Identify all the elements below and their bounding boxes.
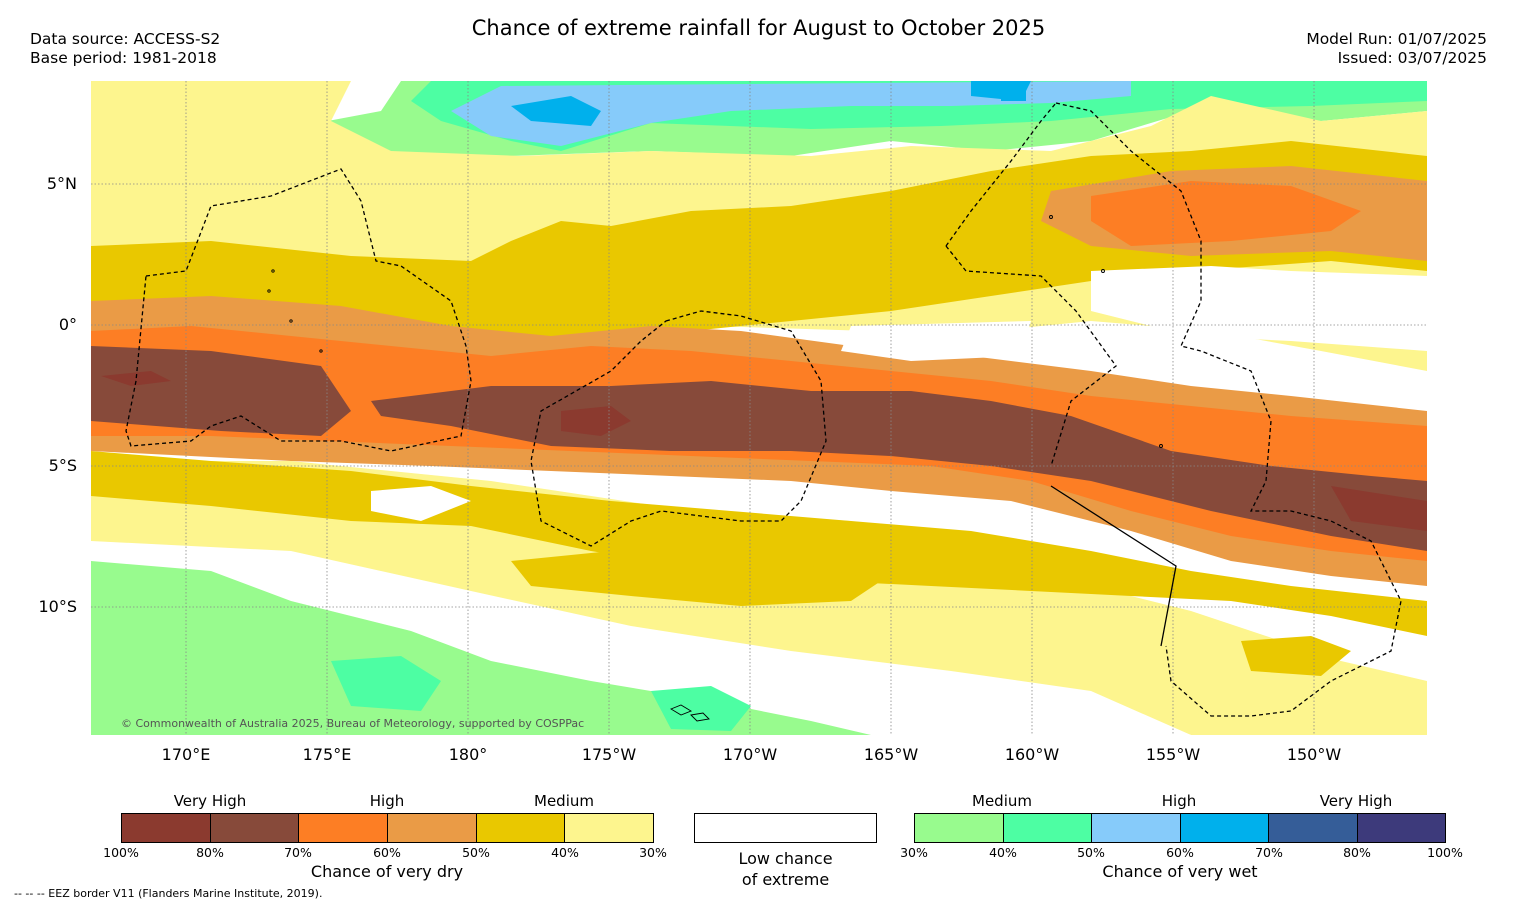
map-grid	[91, 81, 1427, 735]
dry-40-50-zone	[511, 551, 881, 606]
island-dot	[1159, 444, 1163, 448]
wet-swatch-80-100	[1357, 814, 1445, 842]
island-outlines	[267, 215, 1163, 722]
wet-tick: 60%	[1166, 845, 1194, 860]
eez-border-tokelau-phoenix	[530, 310, 827, 547]
data-source: Data source: ACCESS-S2	[30, 30, 221, 48]
dry-tick: 60%	[373, 845, 401, 860]
dry-swatch-80-70	[210, 814, 300, 842]
island-dot	[1101, 269, 1105, 273]
island-dot	[289, 319, 293, 323]
eez-border-line-middle	[945, 102, 1057, 247]
dry-80-100-zone	[561, 406, 631, 436]
low-chance-label: Low chance of extreme	[694, 848, 877, 890]
wet-swatch-40-50	[1003, 814, 1092, 842]
lon-label-160w: 160°W	[1004, 745, 1060, 764]
low-chance-zone	[841, 321, 1031, 361]
lon-label-170w: 170°W	[722, 745, 778, 764]
wet-40-50-zone	[651, 686, 751, 731]
dry-30-40-zone	[91, 81, 221, 126]
island-dot	[271, 269, 275, 273]
wet-swatch-30-40	[915, 814, 1004, 842]
dry-tick: 50%	[462, 845, 490, 860]
dry-tick: 80%	[196, 845, 224, 860]
island-dot	[319, 349, 323, 353]
wet-tick: 70%	[1255, 845, 1283, 860]
lat-label-equator: 0°	[58, 315, 77, 334]
wet-60-70-zone	[511, 96, 601, 126]
wet-50-60-zone	[451, 81, 1131, 146]
dry-70-80-zone	[371, 381, 1427, 551]
wet-tick: 30%	[900, 845, 928, 860]
dry-color-bar	[121, 813, 654, 843]
base-period: Base period: 1981-2018	[30, 49, 217, 67]
eez-border-kiribati-gilbert	[125, 168, 472, 452]
eez-borders	[125, 102, 1402, 717]
wet-swatch-60-70	[1180, 814, 1269, 842]
dry-swatch-70-60	[299, 814, 389, 842]
dry-legend-title: Chance of very dry	[310, 862, 464, 881]
wet-tick: 50%	[1077, 845, 1105, 860]
dry-tick: 70%	[284, 845, 312, 860]
dry-tick: 100%	[103, 845, 139, 860]
lon-label-175w: 175°W	[581, 745, 637, 764]
dry-cat-high: High	[369, 792, 405, 810]
model-run: Model Run: 01/07/2025	[1306, 30, 1487, 48]
lat-label-5s: 5°S	[48, 456, 77, 475]
rainfall-map: © Commonwealth of Australia 2025, Bureau…	[91, 81, 1427, 735]
dry-80-100-zone	[101, 371, 171, 386]
island-samoa	[669, 704, 693, 716]
map-copyright: © Commonwealth of Australia 2025, Bureau…	[121, 717, 584, 730]
dry-swatch-100-80	[122, 814, 211, 842]
wet-tick: 100%	[1427, 845, 1463, 860]
dry-80-100-zone	[1331, 486, 1427, 531]
wet-cat-medium: Medium	[972, 792, 1032, 810]
dry-swatch-60-50	[388, 814, 477, 842]
low-chance-swatch	[694, 813, 877, 843]
dry-tick: 40%	[551, 845, 579, 860]
low-chance-zone	[1091, 266, 1427, 351]
dry-40-50-zone	[1241, 636, 1351, 676]
dry-cat-very-high: Very High	[173, 792, 247, 810]
lon-label-180: 180°	[448, 745, 488, 764]
lon-label-155w: 155°W	[1145, 745, 1201, 764]
island-dot	[1049, 215, 1053, 219]
wet-40-50-zone	[331, 656, 441, 711]
wet-cat-high: High	[1161, 792, 1197, 810]
low-chance-zone	[371, 486, 471, 521]
eez-border-line-north	[1055, 102, 1402, 717]
wet-legend-title: Chance of very wet	[1102, 862, 1258, 881]
lat-label-10s: 10°S	[38, 597, 77, 616]
dry-70-80-zone	[91, 346, 351, 436]
lon-label-150w: 150°W	[1286, 745, 1342, 764]
wet-color-bar	[914, 813, 1446, 843]
island-samoa	[690, 712, 710, 722]
dry-swatch-40-30	[565, 814, 654, 842]
issued-date: Issued: 03/07/2025	[1337, 49, 1487, 67]
dry-tick: 30%	[639, 845, 667, 860]
lon-label-170e: 170°E	[161, 745, 211, 764]
wet-cat-very-high: Very High	[1319, 792, 1393, 810]
wet-60-70-zone	[1001, 91, 1026, 101]
dry-cat-medium: Medium	[534, 792, 594, 810]
header-right: Model Run: 01/07/2025 Issued: 03/07/2025	[1306, 30, 1487, 68]
eez-border-line-west	[945, 245, 1117, 467]
lon-label-175e: 175°E	[302, 745, 352, 764]
eez-footnote: -- -- -- EEZ border V11 (Flanders Marine…	[14, 887, 323, 900]
low-chance-line1: Low chance	[738, 849, 833, 868]
wet-medium-zone	[91, 561, 871, 735]
wet-tick: 40%	[989, 845, 1017, 860]
wet-tick: 80%	[1343, 845, 1371, 860]
dry-60-70-zone	[1091, 181, 1361, 246]
dry-swatch-50-40	[476, 814, 566, 842]
low-chance-line2: of extreme	[741, 870, 830, 889]
island-dot	[267, 289, 271, 293]
header-left: Data source: ACCESS-S2 Base period: 1981…	[30, 30, 220, 68]
lon-label-165w: 165°W	[863, 745, 919, 764]
wet-swatch-50-60	[1092, 814, 1181, 842]
wet-swatch-70-80	[1269, 814, 1358, 842]
eez-border-solid	[1050, 485, 1177, 647]
map-title: Chance of extreme rainfall for August to…	[471, 16, 1046, 40]
lat-label-5n: 5°N	[46, 174, 77, 193]
